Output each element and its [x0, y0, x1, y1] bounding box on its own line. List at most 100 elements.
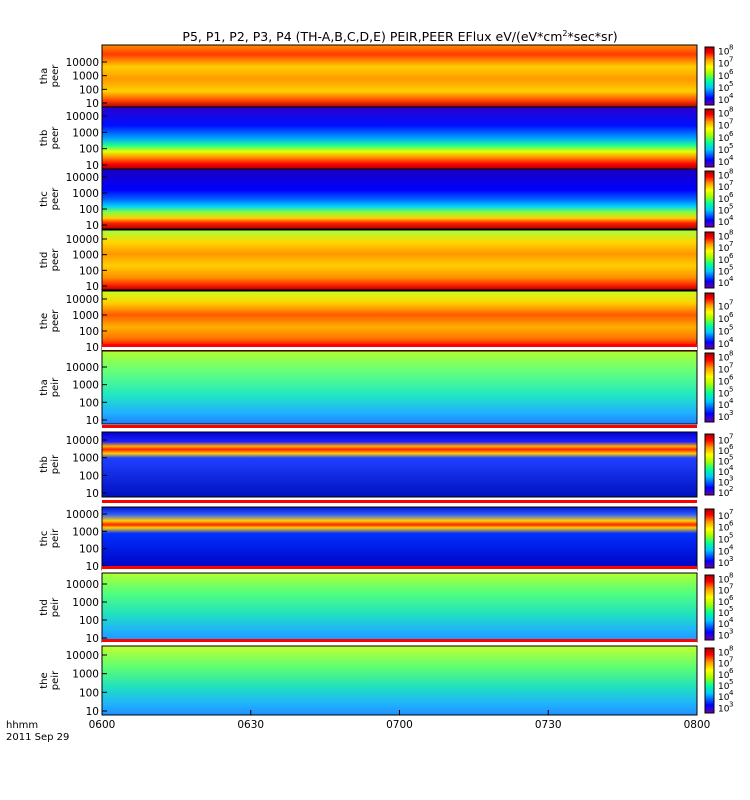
colorbar-tick-base: 10	[718, 96, 730, 106]
top-red-strip	[102, 566, 697, 569]
colorbar-tick-base: 10	[718, 693, 730, 703]
colorbar-tick-base: 10	[718, 609, 730, 619]
colorbar-tick-base: 10	[718, 256, 730, 266]
top-white-strip	[102, 569, 697, 572]
y-tick-label: 10	[86, 415, 99, 427]
top-white-strip	[102, 428, 697, 431]
colorbar-tick-exponent: 8	[729, 571, 733, 579]
top-red-strip	[102, 425, 697, 428]
colorbar-tick-label: 10 3	[718, 627, 733, 641]
y-tick-label: 1000	[72, 597, 99, 609]
colorbar-tick-exponent: 8	[729, 229, 733, 237]
y-tick-label: 100	[79, 544, 99, 556]
colorbar-tick-label: 10 6	[718, 191, 734, 205]
colorbar-tick-exponent: 4	[729, 214, 734, 222]
title-main: P5, P1, P2, P3, P4 (TH-A,B,C,D,E) PEIR,P…	[182, 29, 562, 44]
species-name: peer	[50, 187, 61, 211]
colorbar-tick-label: 10 8	[718, 44, 733, 58]
colorbar-tick-label: 10 5	[718, 203, 733, 217]
colorbar-tick-exponent: 8	[729, 44, 733, 52]
species-name: peir	[50, 454, 61, 474]
y-tick-label: 100	[79, 204, 99, 216]
y-tick-label: 1000	[72, 380, 99, 392]
spectrogram-image	[102, 291, 697, 351]
colorbar-tick-label: 10 6	[718, 520, 734, 534]
probe-name: thb	[39, 456, 50, 473]
colorbar-tick-exponent: 4	[729, 464, 734, 472]
colorbar-tick-label: 10 4	[718, 616, 734, 630]
probe-name: thd	[39, 599, 50, 616]
y-tick-label: 10000	[66, 172, 99, 184]
colorbar-tick-exponent: 2	[729, 485, 733, 493]
colorbar-tick-label: 10 5	[718, 80, 733, 94]
x-tick-label: 0800	[684, 719, 711, 731]
colorbar-tick-label: 10 3	[718, 555, 733, 569]
y-tick-label: 1000	[72, 669, 99, 681]
colorbar-tick-base: 10	[718, 84, 730, 94]
colorbar-tick-label: 10 5	[718, 605, 733, 619]
colorbar-tick-base: 10	[718, 457, 730, 467]
y-tick-label: 100	[79, 265, 99, 277]
y-tick-label: 1000	[72, 310, 99, 322]
colorbar-tick-exponent: 6	[729, 520, 734, 528]
species-name: peer	[50, 309, 61, 333]
colorbar-tick-label: 10 8	[718, 350, 733, 364]
spectrogram-image	[102, 573, 697, 642]
colorbar-tick-base: 10	[718, 354, 730, 364]
colorbar-tick-base: 10	[718, 233, 730, 243]
y-axis-ticks: 10 100 1000 10000	[66, 362, 107, 427]
colorbar-tick-base: 10	[718, 478, 730, 488]
colorbar-tick-base: 10	[718, 340, 730, 350]
y-tick-label: 100	[79, 84, 99, 96]
colorbar-tick-exponent: 8	[729, 350, 733, 358]
colorbar-tick-exponent: 6	[729, 311, 734, 319]
panel-frame	[101, 168, 698, 230]
colorbar-tick-exponent: 5	[729, 605, 733, 613]
colorbar-tick-base: 10	[718, 598, 730, 608]
colorbar-gradient	[704, 292, 715, 350]
y-axis-ticks: 10 100 1000 10000	[66, 579, 107, 645]
colorbar-tick-base: 10	[718, 436, 730, 446]
y-axis-label: thbpeir	[39, 454, 61, 474]
colorbar-tick-exponent: 7	[729, 583, 733, 591]
colorbar-tick-label: 10 6	[718, 443, 734, 457]
x-tick-label: 0730	[535, 719, 562, 731]
colorbar-tick-base: 10	[718, 158, 730, 168]
colorbar-gradient	[704, 108, 715, 168]
top-white-strip	[102, 503, 697, 506]
colorbar-tick-base: 10	[718, 620, 730, 630]
panel-frame	[101, 350, 698, 425]
title-superscript: 2	[562, 29, 567, 38]
y-tick-label: 10000	[66, 111, 99, 123]
colorbar-tick-base: 10	[718, 524, 730, 534]
colorbar-tick-label: 10 5	[718, 453, 733, 467]
colorbar-tick-base: 10	[718, 60, 730, 70]
y-tick-label: 100	[79, 397, 99, 409]
colorbar-tick-exponent: 3	[729, 627, 733, 635]
colorbar-tick-label: 10 6	[718, 311, 734, 325]
probe-name: the	[39, 672, 50, 688]
y-axis-label: thdpeir	[39, 597, 61, 617]
colorbar-tick-label: 10 4	[718, 543, 734, 557]
colorbar-tick-label: 10 3	[718, 474, 733, 488]
x-tick-label: 0600	[89, 719, 116, 731]
y-axis-ticks: 10 100 1000 10000	[66, 435, 107, 500]
colorbar-tick-base: 10	[718, 704, 730, 714]
colorbar-tick-label: 10 2	[718, 485, 733, 499]
probe-name: thc	[39, 531, 50, 547]
colorbar-tick-exponent: 7	[729, 118, 733, 126]
colorbar-tick-exponent: 4	[729, 336, 734, 344]
y-axis-label: thdpeer	[39, 248, 61, 272]
y-tick-label: 10000	[66, 294, 99, 306]
